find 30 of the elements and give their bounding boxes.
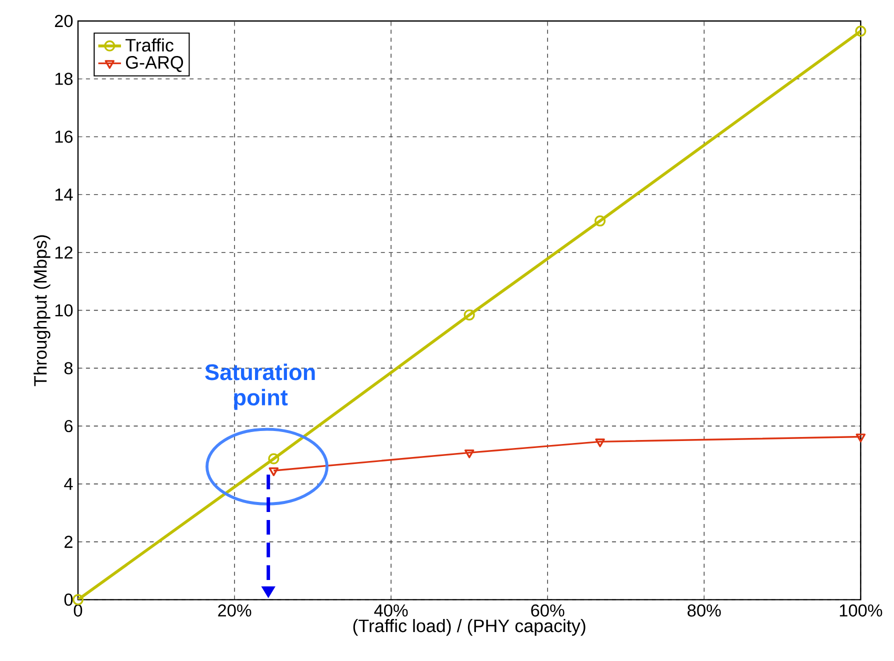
annotation: Saturation point	[205, 364, 315, 410]
point	[268, 453, 280, 464]
x-axis-title: (Traffic load) / (PHY capacity)	[353, 619, 586, 636]
x-tick-label: 80%	[688, 604, 721, 617]
legend-label: G-ARQ	[126, 56, 184, 72]
y-tick-label: 16	[55, 130, 73, 143]
point	[855, 26, 866, 37]
point	[464, 309, 475, 320]
point	[268, 467, 279, 476]
y-tick-label: 4	[64, 478, 73, 490]
y-tick-label: 10	[55, 304, 73, 316]
x-tick-label: 40%	[374, 604, 408, 617]
y-tick-label: 6	[64, 420, 73, 432]
point	[594, 215, 606, 226]
point	[856, 434, 866, 442]
point	[464, 449, 474, 458]
x-tick-label: 0	[74, 604, 82, 617]
y-tick-label: 12	[55, 246, 72, 258]
y-tick-label: 18	[55, 72, 73, 85]
y-axis-title: Throughput (Mbps)	[34, 235, 50, 386]
y-tick-label: 14	[55, 188, 73, 201]
y-tick-label: 8	[64, 362, 73, 374]
legend-label: Traffic	[126, 38, 174, 52]
y-tick-label: 0	[64, 594, 73, 606]
y-tick-label: 20	[54, 14, 73, 28]
x-tick-label: 20%	[218, 604, 252, 617]
point	[595, 438, 605, 448]
y-tick-label: 2	[64, 536, 72, 548]
x-tick-label: 60%	[531, 604, 564, 617]
x-tick-label: 100%	[840, 604, 882, 617]
